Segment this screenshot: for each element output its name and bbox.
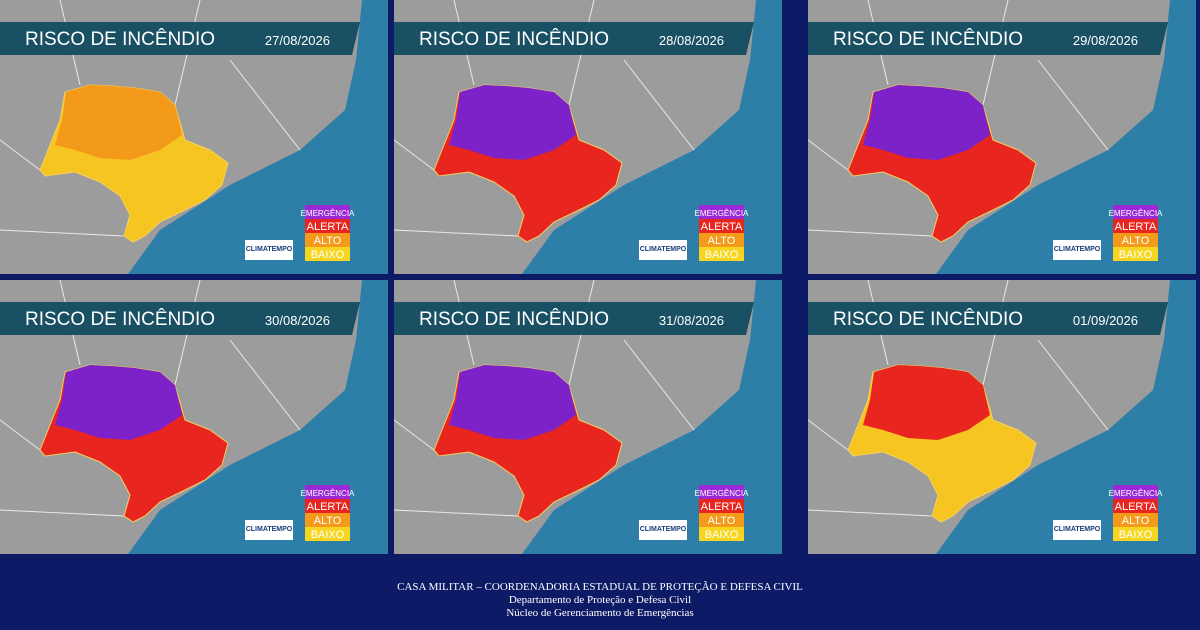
legend-label: ALERTA	[307, 221, 349, 233]
legend-label: ALTO	[708, 235, 736, 247]
panel-date: 27/08/2026	[265, 33, 330, 48]
legend-label: EMERGÊNCIA	[301, 489, 355, 498]
map-panel: RISCO DE INCÊNDIO 01/09/2026 EMERGÊNCIA ALE…	[808, 280, 1196, 554]
legend-swatch	[699, 247, 744, 261]
legend-swatch	[699, 205, 744, 219]
panel-date: 30/08/2026	[265, 313, 330, 328]
panel-title: RISCO DE INCÊNDIO	[419, 28, 609, 50]
legend-label: ALERTA	[701, 501, 743, 513]
legend-swatch	[305, 219, 350, 233]
panel-grid: RISCO DE INCÊNDIO 27/08/2026 EMERGÊNCIA ALE…	[0, 0, 1196, 554]
legend-label: ALTO	[1122, 235, 1150, 247]
logo-box	[245, 520, 293, 540]
header-bar	[0, 302, 360, 335]
state-risk-north	[863, 365, 990, 440]
legend-swatch	[699, 485, 744, 499]
logo: CLIMATEMPO	[246, 526, 293, 533]
legend-label: ALTO	[708, 515, 736, 527]
legend-swatch	[699, 233, 744, 247]
header-bar	[0, 22, 360, 55]
legend-label: EMERGÊNCIA	[695, 209, 749, 218]
legend-label: ALTO	[314, 235, 342, 247]
legend-swatch	[305, 233, 350, 247]
panel-title: RISCO DE INCÊNDIO	[833, 308, 1023, 330]
legend-swatch	[305, 485, 350, 499]
state-risk-north	[55, 365, 182, 440]
legend-label: ALERTA	[1115, 221, 1157, 233]
legend-label: ALTO	[1122, 515, 1150, 527]
legend-swatch	[699, 527, 744, 541]
legend-swatch	[1113, 485, 1158, 499]
legend-label: BAIXO	[1119, 249, 1153, 261]
legend-swatch	[305, 499, 350, 513]
logo-box	[1053, 240, 1101, 260]
panel-title: RISCO DE INCÊNDIO	[25, 308, 215, 330]
state-risk-north	[449, 365, 576, 440]
logo: CLIMATEMPO	[1054, 526, 1101, 533]
footer-line: Departamento de Proteção e Defesa Civil	[508, 594, 692, 606]
footer: CASA MILITAR – COORDENADORIA ESTADUAL DE…	[0, 555, 1200, 630]
footer-line: Núcleo de Gerenciamento de Emergências	[506, 607, 694, 619]
panel-date: 01/09/2026	[1073, 313, 1138, 328]
panel-title: RISCO DE INCÊNDIO	[419, 308, 609, 330]
panel-date: 28/08/2026	[659, 33, 724, 48]
legend-swatch	[305, 205, 350, 219]
legend-label: EMERGÊNCIA	[301, 209, 355, 218]
legend-swatch	[1113, 513, 1158, 527]
map-panel: RISCO DE INCÊNDIO 28/08/2026 EMERGÊNCIA ALE…	[394, 0, 782, 274]
legend-swatch	[699, 513, 744, 527]
legend-swatch	[699, 499, 744, 513]
state-risk-north	[449, 85, 576, 160]
header-bar	[808, 302, 1168, 335]
map-panel: RISCO DE INCÊNDIO 27/08/2026 EMERGÊNCIA ALE…	[0, 0, 388, 274]
legend-label: ALERTA	[307, 501, 349, 513]
logo-box	[639, 240, 687, 260]
logo: CLIMATEMPO	[640, 526, 687, 533]
state-risk-north	[55, 85, 182, 160]
panel-date: 31/08/2026	[659, 313, 724, 328]
map-panel: RISCO DE INCÊNDIO 29/08/2026 EMERGÊNCIA ALE…	[808, 0, 1196, 274]
legend-label: BAIXO	[705, 249, 739, 261]
legend-swatch	[1113, 247, 1158, 261]
legend-label: BAIXO	[1119, 529, 1153, 541]
header-bar	[394, 302, 754, 335]
panel-title: RISCO DE INCÊNDIO	[25, 28, 215, 50]
logo: CLIMATEMPO	[246, 246, 293, 253]
legend-swatch	[305, 247, 350, 261]
legend-label: BAIXO	[311, 529, 345, 541]
panel-date: 29/08/2026	[1073, 33, 1138, 48]
legend-swatch	[1113, 499, 1158, 513]
footer-line: CASA MILITAR – COORDENADORIA ESTADUAL DE…	[397, 581, 803, 593]
legend-label: BAIXO	[705, 529, 739, 541]
legend-swatch	[1113, 527, 1158, 541]
logo: CLIMATEMPO	[1054, 246, 1101, 253]
legend-swatch	[699, 219, 744, 233]
legend-swatch	[305, 513, 350, 527]
legend-label: EMERGÊNCIA	[1109, 489, 1163, 498]
map-panel: RISCO DE INCÊNDIO 30/08/2026 EMERGÊNCIA ALE…	[0, 280, 388, 554]
legend-swatch	[1113, 233, 1158, 247]
panel-title: RISCO DE INCÊNDIO	[833, 28, 1023, 50]
legend-swatch	[1113, 205, 1158, 219]
legend-label: ALTO	[314, 515, 342, 527]
header-bar	[394, 22, 754, 55]
legend-swatch	[1113, 219, 1158, 233]
legend-label: EMERGÊNCIA	[695, 489, 749, 498]
logo-box	[1053, 520, 1101, 540]
logo: CLIMATEMPO	[640, 246, 687, 253]
legend-swatch	[305, 527, 350, 541]
logo-box	[245, 240, 293, 260]
state-risk-north	[863, 85, 990, 160]
legend-label: ALERTA	[701, 221, 743, 233]
legend-label: EMERGÊNCIA	[1109, 209, 1163, 218]
header-bar	[808, 22, 1168, 55]
logo-box	[639, 520, 687, 540]
map-panel: RISCO DE INCÊNDIO 31/08/2026 EMERGÊNCIA ALE…	[394, 280, 782, 554]
legend-label: ALERTA	[1115, 501, 1157, 513]
legend-label: BAIXO	[311, 249, 345, 261]
